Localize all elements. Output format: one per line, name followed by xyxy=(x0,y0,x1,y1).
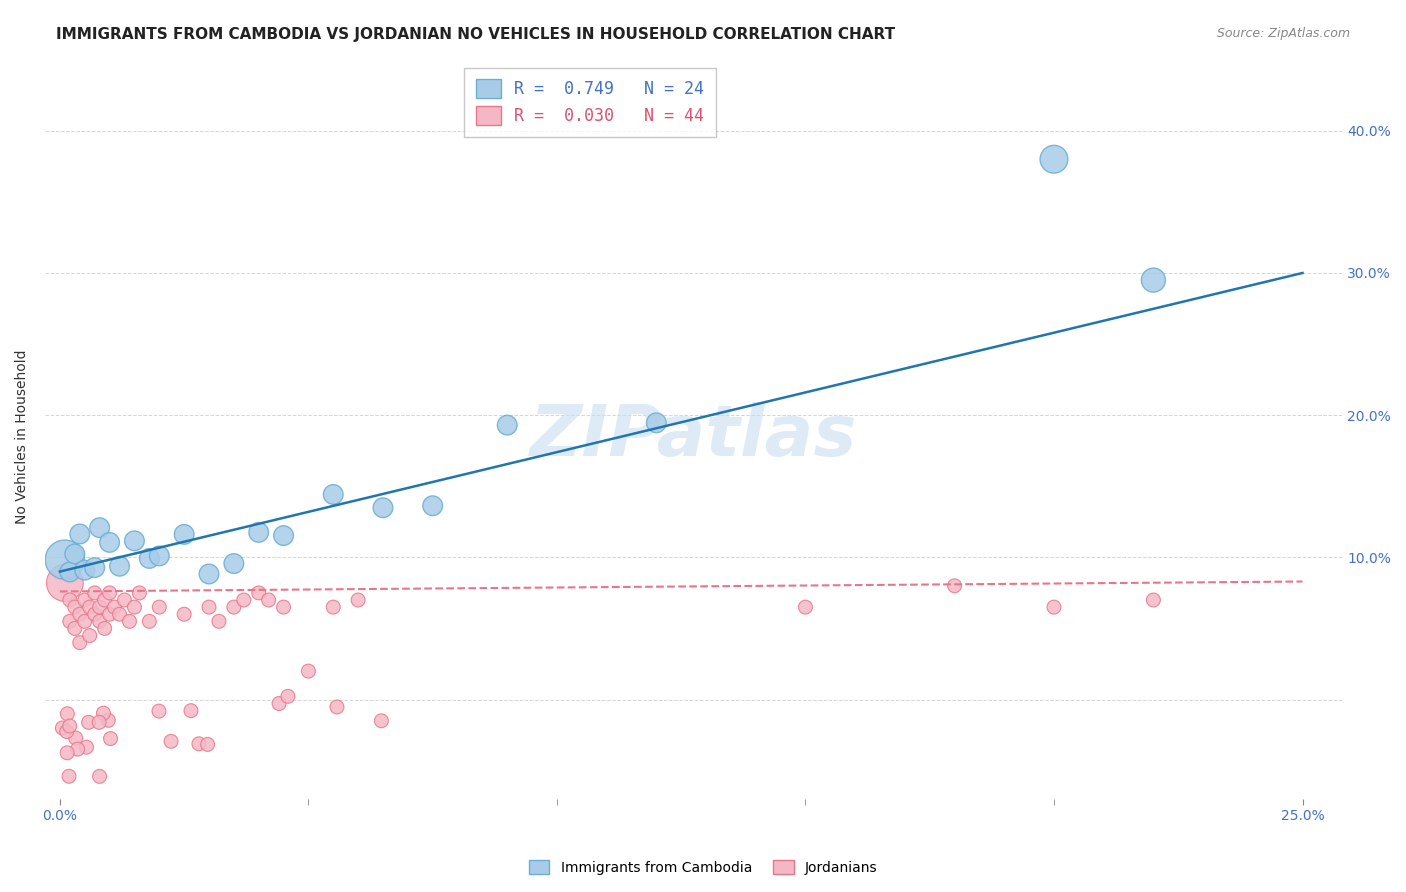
Point xyxy=(55,724,77,739)
Point xyxy=(103,600,125,615)
Point xyxy=(794,600,817,615)
Point xyxy=(128,586,150,600)
Point xyxy=(222,600,245,615)
Point xyxy=(59,593,82,607)
Point xyxy=(56,706,79,721)
Point xyxy=(83,586,105,600)
Point xyxy=(645,416,668,430)
Point xyxy=(422,499,444,513)
Text: Source: ZipAtlas.com: Source: ZipAtlas.com xyxy=(1216,27,1350,40)
Point xyxy=(267,697,290,711)
Point xyxy=(222,557,245,571)
Point xyxy=(173,527,195,541)
Point xyxy=(257,593,280,607)
Point xyxy=(76,740,98,755)
Point xyxy=(232,593,254,607)
Text: ZIPatlas: ZIPatlas xyxy=(530,402,858,471)
Point xyxy=(371,500,394,515)
Point xyxy=(173,607,195,622)
Point xyxy=(322,600,344,615)
Point xyxy=(89,715,111,730)
Text: IMMIGRANTS FROM CAMBODIA VS JORDANIAN NO VEHICLES IN HOUSEHOLD CORRELATION CHART: IMMIGRANTS FROM CAMBODIA VS JORDANIAN NO… xyxy=(56,27,896,42)
Point xyxy=(197,738,219,752)
Point xyxy=(1142,273,1164,287)
Point xyxy=(187,737,209,751)
Y-axis label: No Vehicles in Household: No Vehicles in Household xyxy=(15,350,30,524)
Point xyxy=(59,615,82,629)
Point xyxy=(180,704,202,718)
Point xyxy=(247,586,270,600)
Point xyxy=(118,615,141,629)
Legend: R =  0.749   N = 24, R =  0.030   N = 44: R = 0.749 N = 24, R = 0.030 N = 44 xyxy=(464,68,716,136)
Point xyxy=(97,713,120,727)
Point xyxy=(297,664,319,678)
Point xyxy=(100,731,122,746)
Point xyxy=(83,560,105,574)
Point xyxy=(59,719,82,733)
Point xyxy=(198,600,221,615)
Point xyxy=(89,521,111,535)
Point xyxy=(56,746,79,760)
Point xyxy=(63,622,86,636)
Point xyxy=(79,600,101,615)
Point xyxy=(77,715,100,730)
Point xyxy=(1142,593,1164,607)
Point xyxy=(69,527,91,541)
Point xyxy=(98,586,121,600)
Point xyxy=(148,600,170,615)
Point xyxy=(943,579,966,593)
Point xyxy=(124,533,146,548)
Point xyxy=(63,547,86,561)
Point xyxy=(89,769,111,783)
Point xyxy=(89,600,111,615)
Point xyxy=(277,690,299,704)
Point xyxy=(83,607,105,622)
Point xyxy=(1043,153,1066,167)
Point xyxy=(93,593,115,607)
Point xyxy=(89,615,111,629)
Point xyxy=(148,549,170,563)
Point xyxy=(496,418,519,433)
Point xyxy=(347,593,370,607)
Point xyxy=(53,576,76,591)
Point xyxy=(273,600,295,615)
Point xyxy=(370,714,392,728)
Point xyxy=(93,706,115,721)
Point xyxy=(138,551,160,566)
Point xyxy=(273,528,295,542)
Legend: Immigrants from Cambodia, Jordanians: Immigrants from Cambodia, Jordanians xyxy=(523,855,883,880)
Point xyxy=(208,615,231,629)
Point xyxy=(59,565,82,579)
Point xyxy=(51,721,73,735)
Point xyxy=(98,607,121,622)
Point xyxy=(198,566,221,581)
Point xyxy=(66,742,89,756)
Point xyxy=(322,487,344,501)
Point xyxy=(326,700,349,714)
Point xyxy=(63,600,86,615)
Point xyxy=(160,734,183,748)
Point xyxy=(65,731,87,745)
Point xyxy=(1043,600,1066,615)
Point xyxy=(114,593,136,607)
Point xyxy=(69,607,91,622)
Point xyxy=(138,615,160,629)
Point xyxy=(58,769,80,783)
Point xyxy=(93,622,115,636)
Point xyxy=(69,635,91,649)
Point xyxy=(79,629,101,643)
Point xyxy=(98,535,121,549)
Point xyxy=(124,600,146,615)
Point xyxy=(108,607,131,622)
Point xyxy=(73,615,96,629)
Point xyxy=(247,525,270,540)
Point xyxy=(73,563,96,577)
Point xyxy=(148,704,170,718)
Point xyxy=(73,593,96,607)
Point xyxy=(53,552,76,566)
Point xyxy=(108,559,131,574)
